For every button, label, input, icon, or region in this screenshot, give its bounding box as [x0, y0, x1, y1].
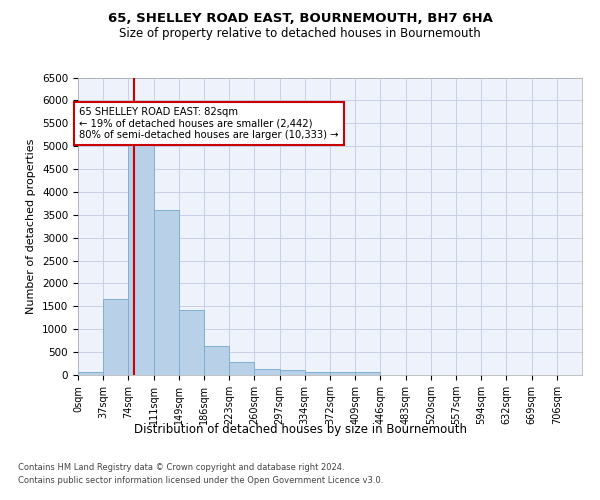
Bar: [78, 372, 103, 375]
Bar: [204, 346, 229, 375]
Bar: [179, 310, 204, 375]
Bar: [229, 362, 254, 375]
Bar: [355, 372, 380, 375]
Text: 65 SHELLEY ROAD EAST: 82sqm
← 19% of detached houses are smaller (2,442)
80% of : 65 SHELLEY ROAD EAST: 82sqm ← 19% of det…: [79, 108, 339, 140]
Text: Contains HM Land Registry data © Crown copyright and database right 2024.: Contains HM Land Registry data © Crown c…: [18, 462, 344, 471]
Bar: [103, 300, 128, 375]
Bar: [305, 372, 330, 375]
Y-axis label: Number of detached properties: Number of detached properties: [26, 138, 37, 314]
Text: Size of property relative to detached houses in Bournemouth: Size of property relative to detached ho…: [119, 28, 481, 40]
Text: Distribution of detached houses by size in Bournemouth: Distribution of detached houses by size …: [133, 422, 467, 436]
Text: Contains public sector information licensed under the Open Government Licence v3: Contains public sector information licen…: [18, 476, 383, 485]
Bar: [254, 368, 280, 375]
Bar: [128, 142, 154, 375]
Text: 65, SHELLEY ROAD EAST, BOURNEMOUTH, BH7 6HA: 65, SHELLEY ROAD EAST, BOURNEMOUTH, BH7 …: [107, 12, 493, 26]
Bar: [330, 372, 355, 375]
Bar: [154, 210, 179, 375]
Bar: [280, 370, 305, 375]
